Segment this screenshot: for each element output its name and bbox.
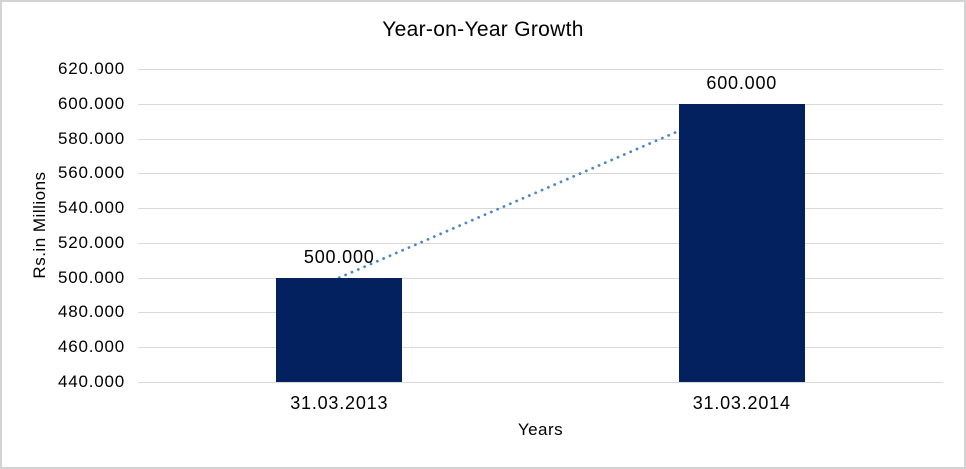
bar[interactable]: [678, 103, 805, 382]
y-tick-label: 440.000: [57, 372, 125, 391]
bar-data-label: 500.000: [303, 246, 375, 267]
y-tick-label: 460.000: [57, 337, 125, 357]
y-tick-label: 560.000: [57, 163, 125, 183]
x-axis-title: Years: [517, 420, 564, 439]
y-tick-label: 620.000: [57, 59, 125, 78]
y-tick-label: 520.000: [57, 232, 125, 252]
trendline[interactable]: [337, 102, 744, 280]
bar[interactable]: [276, 277, 403, 382]
y-tick-label: 580.000: [57, 128, 125, 148]
y-tick-label: 540.000: [57, 198, 125, 218]
x-tick-label: 31.03.2013: [290, 393, 389, 413]
chart-title: Year-on-Year Growth: [382, 18, 584, 41]
x-tick-label: 31.03.2014: [692, 393, 791, 413]
y-tick-label: 480.000: [57, 302, 125, 322]
y-tick-label: 500.000: [57, 267, 125, 287]
bar-data-label: 600.000: [706, 72, 778, 93]
y-tick-label: 600.000: [57, 93, 125, 113]
